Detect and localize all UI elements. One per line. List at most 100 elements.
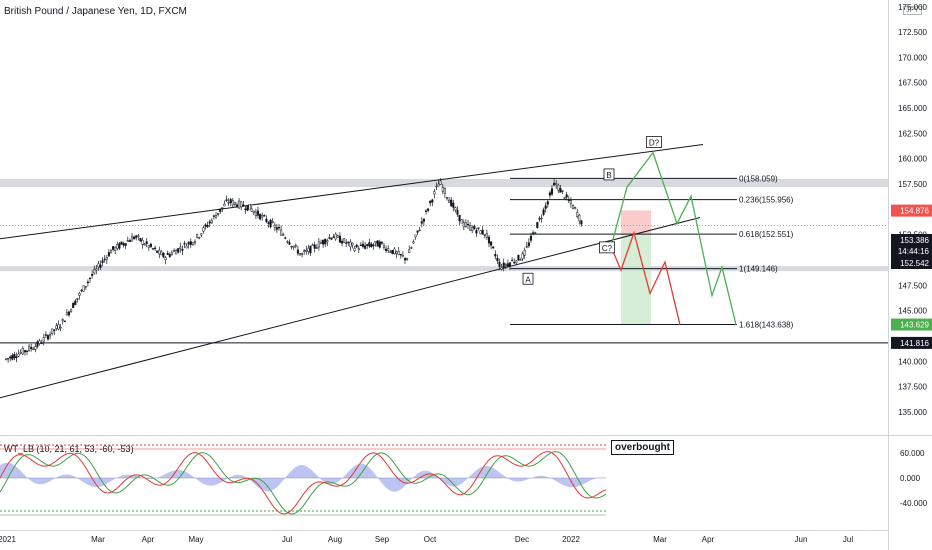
- candle-body: [49, 334, 52, 337]
- candle-body: [534, 232, 537, 234]
- candle-body: [28, 345, 31, 351]
- bullish-projection-path: [610, 151, 737, 325]
- candle-body: [408, 249, 411, 253]
- candle-body: [538, 218, 541, 220]
- candle-body: [172, 250, 176, 252]
- candle-body: [580, 220, 583, 225]
- candle-body: [212, 215, 215, 217]
- candle-body: [527, 242, 530, 247]
- candles: [4, 178, 583, 363]
- candle-body: [540, 217, 543, 219]
- candle-body: [420, 221, 423, 224]
- candle-body: [557, 184, 560, 191]
- candle-body: [65, 312, 68, 316]
- candle-body: [563, 197, 566, 199]
- candle-body: [414, 234, 417, 238]
- candle-body: [448, 199, 451, 203]
- candle-body: [380, 241, 383, 244]
- candle-body: [519, 259, 522, 261]
- candle-body: [93, 269, 96, 274]
- candle-body: [156, 250, 159, 253]
- upper-trend-line: [0, 144, 704, 240]
- candle-body: [103, 258, 106, 261]
- candle-body: [23, 350, 26, 353]
- candle-body: [385, 248, 388, 251]
- candle-body: [244, 208, 247, 210]
- price-label: 143.629: [900, 321, 929, 330]
- candle-body: [319, 242, 323, 244]
- candle-body: [229, 199, 232, 203]
- lower-trend-line: [0, 216, 701, 399]
- candle-body: [303, 250, 306, 253]
- wave-label: B: [603, 168, 615, 181]
- time-tick-label: Oct: [424, 535, 437, 544]
- candle-body: [80, 289, 83, 292]
- candle-body: [282, 234, 285, 236]
- candle-body: [317, 241, 320, 248]
- candle-body: [416, 230, 419, 233]
- candle-body: [124, 243, 127, 246]
- candle-body: [458, 214, 461, 222]
- candle-body: [485, 233, 488, 238]
- candle-body: [233, 202, 236, 205]
- wave-label-text: B: [606, 171, 611, 180]
- candle-body: [263, 215, 266, 217]
- candle-body: [240, 201, 243, 208]
- candle-body: [290, 245, 293, 248]
- candle-body: [441, 187, 444, 192]
- candle-body: [82, 285, 85, 292]
- candle-body: [135, 235, 138, 238]
- candle-body: [347, 241, 350, 243]
- price-label-box: [891, 234, 932, 246]
- candle-body: [515, 260, 518, 264]
- candle-body: [292, 245, 295, 248]
- candle-body: [523, 249, 526, 256]
- candle-body: [542, 209, 545, 215]
- candle-body: [55, 325, 58, 329]
- wave-label-box: [603, 168, 615, 181]
- fib-level-label: 1(149.146): [739, 265, 778, 274]
- candle-body: [74, 300, 77, 305]
- currency-badge[interactable]: JPY: [903, 6, 922, 15]
- candle-body: [460, 219, 463, 224]
- candle-body: [454, 207, 457, 211]
- candle-body: [555, 183, 558, 186]
- price-label-box: [891, 245, 932, 257]
- candle-body: [500, 267, 503, 270]
- candle-body: [525, 245, 528, 248]
- candle-body: [578, 214, 581, 222]
- candle-body: [427, 208, 430, 211]
- candle-body: [410, 247, 413, 249]
- candle-body: [72, 302, 75, 308]
- candle-body: [137, 235, 140, 237]
- wave-label: A: [522, 272, 534, 285]
- candle-body: [508, 262, 512, 267]
- candle-body: [13, 354, 16, 359]
- candle-body: [370, 244, 373, 248]
- candle-body: [61, 319, 64, 322]
- price-label-box: [891, 257, 932, 269]
- candle-body: [464, 222, 467, 227]
- candle-body: [494, 254, 497, 257]
- candle-body: [214, 215, 218, 219]
- candle-body: [116, 244, 119, 249]
- chart-title: British Pound / Japanese Yen, 1D, FXCM: [4, 6, 187, 17]
- wave-label-box: [646, 136, 662, 148]
- candle-body: [504, 264, 507, 266]
- candle-body: [553, 182, 556, 186]
- wt1-line: [0, 451, 607, 515]
- candle-body: [395, 251, 398, 254]
- candle-body: [46, 335, 50, 340]
- candle-body: [368, 242, 371, 247]
- candle-body: [185, 245, 188, 249]
- candle-body: [267, 222, 270, 224]
- candle-body: [261, 215, 264, 218]
- candle-body: [336, 235, 339, 238]
- candle-body: [324, 239, 327, 245]
- wave-label-box: [599, 241, 615, 254]
- candle-body: [397, 250, 400, 256]
- candle-body: [284, 237, 287, 239]
- candle-body: [105, 257, 108, 260]
- time-tick-label: May: [188, 535, 203, 544]
